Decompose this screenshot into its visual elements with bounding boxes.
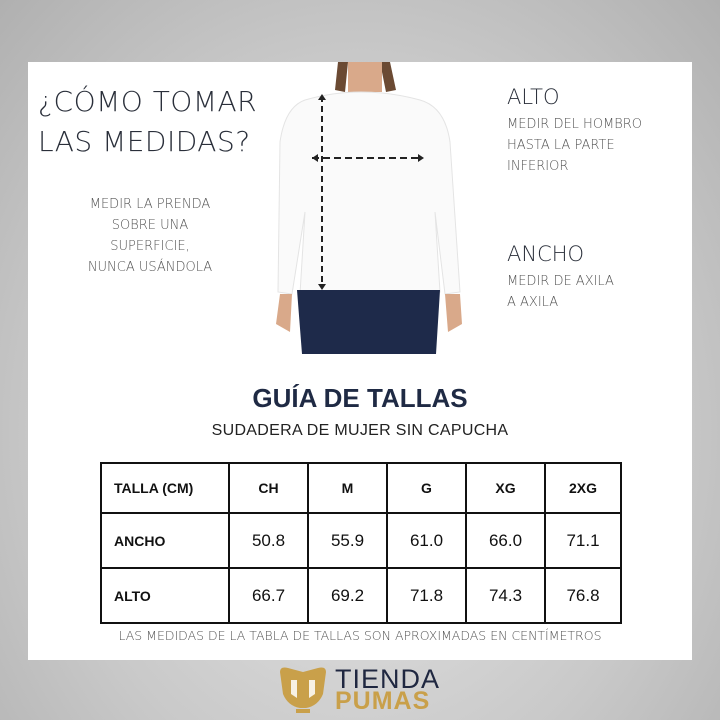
desc-line: MEDIR DE AXILA [507,274,614,289]
model-figure [276,62,462,354]
table-cell: 50.8 [228,512,309,569]
alto-label: ALTO [507,85,560,109]
header-cell: G [386,462,467,514]
note-line: SUPERFICIE, [110,239,190,254]
table-cell: 66.7 [228,567,309,624]
table-cell: 55.9 [307,512,388,569]
header-cell: CH [228,462,309,514]
footnote: LAS MEDIDAS DE LA TABLA DE TALLAS SON AP… [118,628,602,643]
desc-line: INFERIOR [507,159,569,174]
ancho-description: MEDIR DE AXILA A AXILA [507,271,614,313]
desc-line: HASTA LA PARTE [507,138,615,153]
note-line: NUNCA USÁNDOLA [87,260,213,275]
header-cell: 2XG [544,462,622,514]
puma-logo-icon [280,667,326,713]
desc-line: MEDIR DEL HOMBRO [507,117,643,132]
table-header-row: TALLA (CM) CH M G XG 2XG [100,462,622,514]
table-cell: 66.0 [465,512,546,569]
table-row: ANCHO 50.8 55.9 61.0 66.0 71.1 [100,512,622,569]
table-row: ALTO 66.7 69.2 71.8 74.3 76.8 [100,567,622,624]
size-guide-title: GUÍA DE TALLAS [252,383,468,413]
table-cell: 74.3 [465,567,546,624]
header-cell: M [307,462,388,514]
table-cell: 71.1 [544,512,622,569]
row-label: ANCHO [100,512,230,569]
header-cell: TALLA (CM) [100,462,230,514]
desc-line: A AXILA [507,295,559,310]
heading-line: ¿CÓMO TOMAR [38,85,258,118]
table-cell: 61.0 [386,512,467,569]
instruction-note: MEDIR LA PRENDA SOBRE UNA SUPERFICIE, NU… [50,194,250,278]
tienda-pumas-logo: TIENDA PUMAS [278,664,458,715]
ancho-label: ANCHO [507,242,585,266]
how-to-measure-heading: ¿CÓMO TOMAR LAS MEDIDAS? [38,82,257,162]
heading-line: LAS MEDIDAS? [38,125,251,158]
row-label: ALTO [100,567,230,624]
logo-text-pumas: PUMAS [335,687,431,715]
table-cell: 71.8 [386,567,467,624]
note-line: SOBRE UNA [111,218,189,233]
logo-text-tienda: TIENDA [335,664,441,694]
size-table: TALLA (CM) CH M G XG 2XG ANCHO 50.8 55.9… [100,462,622,624]
alto-description: MEDIR DEL HOMBRO HASTA LA PARTE INFERIOR [507,114,642,177]
size-guide-subtitle: SUDADERA DE MUJER SIN CAPUCHA [211,422,509,439]
table-cell: 69.2 [307,567,388,624]
table-cell: 76.8 [544,567,622,624]
note-line: MEDIR LA PRENDA [89,197,211,212]
header-cell: XG [465,462,546,514]
